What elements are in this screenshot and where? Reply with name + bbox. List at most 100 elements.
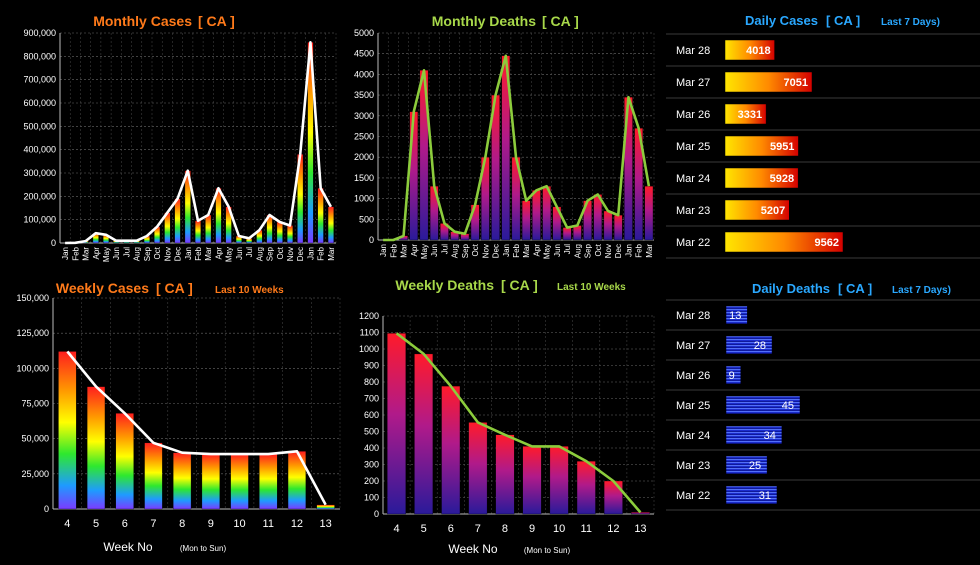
x-tick-label: 13 <box>320 518 332 530</box>
bar <box>724 167 799 189</box>
bar <box>195 220 201 244</box>
row-date-label: Mar 25 <box>676 400 710 412</box>
x-tick-label: Dec <box>174 247 183 261</box>
data-label: 9562 <box>815 237 839 249</box>
x-tick-label: 9 <box>529 523 535 535</box>
x-tick-label: Jan <box>379 244 388 257</box>
bar <box>259 453 278 510</box>
monthly-cases-header: Monthly Cases [ CA ] <box>93 13 235 29</box>
x-tick-label: Apr <box>214 247 223 260</box>
x-tick-label: Jan <box>184 247 193 260</box>
daily-deaths-region: [ CA ] <box>838 281 872 296</box>
x-tick-label: Aug <box>133 247 142 261</box>
x-tick-label: Sep <box>461 243 470 258</box>
x-tick-label: Jun <box>235 247 244 260</box>
x-tick-label: Nov <box>163 247 172 261</box>
y-tick-label: 3500 <box>354 90 374 100</box>
bar <box>414 353 434 515</box>
bar <box>724 199 790 221</box>
x-tick-label: 5 <box>93 518 99 530</box>
bar <box>316 504 335 510</box>
x-tick-label: 11 <box>581 523 592 535</box>
bar <box>725 455 768 475</box>
y-tick-label: 0 <box>51 238 56 248</box>
x-tick-label: Feb <box>389 243 398 257</box>
bar <box>724 231 844 253</box>
weekly-cases-note: Last 10 Weeks <box>215 285 284 296</box>
x-tick-label: 7 <box>475 523 481 535</box>
row-date-label: Mar 24 <box>676 430 710 442</box>
x-tick-label: Feb <box>194 246 203 260</box>
y-tick-label: 700 <box>364 394 379 404</box>
data-label: 13 <box>729 310 741 322</box>
x-tick-label: Mar <box>204 247 213 261</box>
y-tick-label: 0 <box>44 504 49 514</box>
bar <box>725 425 783 445</box>
data-label: 28 <box>754 340 766 352</box>
bar <box>87 386 106 510</box>
row-date-label: Mar 26 <box>676 370 710 382</box>
row-date-label: Mar 24 <box>676 173 710 185</box>
x-tick-label: 9 <box>208 518 214 530</box>
x-tick-label: May <box>102 247 111 262</box>
y-tick-label: 900 <box>364 361 379 371</box>
bar <box>58 351 77 510</box>
data-label: 5207 <box>761 205 785 217</box>
x-tick-label: May <box>225 247 234 262</box>
y-tick-label: 100,000 <box>23 215 56 225</box>
x-tick-label: Aug <box>573 244 582 258</box>
weekly-cases-title: Weekly Cases <box>56 280 149 296</box>
bar <box>725 365 742 385</box>
x-tick-label: Apr <box>410 244 419 257</box>
data-label: 4018 <box>746 45 770 57</box>
weekly-cases-header: Weekly Cases [ CA ] Last 10 Weeks <box>56 280 284 296</box>
x-tick-label: Jul <box>122 247 131 257</box>
bar <box>603 210 613 241</box>
x-tick-label: 4 <box>64 518 70 530</box>
daily-cases-title: Daily Cases <box>745 13 818 28</box>
monthly-cases-chart: 0 100,000 200,000 300,000 400,000 500,000 600,… <box>23 28 337 262</box>
bar <box>174 198 181 244</box>
daily-deaths-header: Daily Deaths [ CA ] Last 7 Days) <box>752 281 951 296</box>
y-tick-label: 0 <box>369 235 374 245</box>
bar <box>725 335 773 355</box>
bar <box>317 188 324 244</box>
x-tick-label: 6 <box>122 518 128 530</box>
x-tick-label: Sep <box>143 246 152 261</box>
row-date-label: Mar 28 <box>676 310 710 322</box>
bar <box>276 221 283 244</box>
bar <box>144 442 163 510</box>
x-tick-label: 7 <box>150 518 156 530</box>
y-tick-label: 500 <box>364 427 379 437</box>
data-label: 25 <box>749 460 761 472</box>
x-tick-label: Feb <box>317 246 326 260</box>
daily-cases-header: Daily Cases [ CA ] Last 7 Days) <box>745 13 940 28</box>
x-tick-label: Jun <box>430 244 439 257</box>
y-tick-label: 500 <box>359 214 374 224</box>
x-tick-label: Apr <box>92 247 101 260</box>
bar <box>468 422 488 515</box>
bar <box>201 453 220 510</box>
y-tick-label: 2500 <box>354 132 374 142</box>
weekly-deaths-xlabel: Week No <box>448 542 497 556</box>
y-tick-label: 4500 <box>354 49 374 59</box>
weekly-deaths-chart: 0 100 200 300 400 500 600 700 800 900 1000 1100 1200… <box>359 311 655 535</box>
x-tick-label: May <box>543 244 552 259</box>
y-tick-label: 300 <box>364 460 379 470</box>
x-tick-label: Mar <box>82 247 91 261</box>
weekly-deaths-region: [ CA ] <box>501 277 538 293</box>
y-tick-label: 1000 <box>359 344 379 354</box>
y-tick-label: 600,000 <box>23 98 56 108</box>
x-tick-label: Mar <box>645 244 654 258</box>
weekly-cases-chart: 0 25,000 50,000 75,000 100,000 125,000 150,000… <box>16 293 341 530</box>
data-label: 9 <box>729 370 735 382</box>
bar <box>613 215 623 241</box>
x-tick-label: Jun <box>112 247 121 260</box>
y-tick-label: 2000 <box>354 152 374 162</box>
weekly-cases-xlabel: Week No <box>103 540 152 554</box>
row-date-label: Mar 27 <box>676 77 710 89</box>
monthly-deaths-header: Monthly Deaths [ CA ] <box>432 13 579 29</box>
bar <box>725 395 801 415</box>
trend-line <box>395 332 642 514</box>
y-tick-label: 200,000 <box>23 191 56 201</box>
